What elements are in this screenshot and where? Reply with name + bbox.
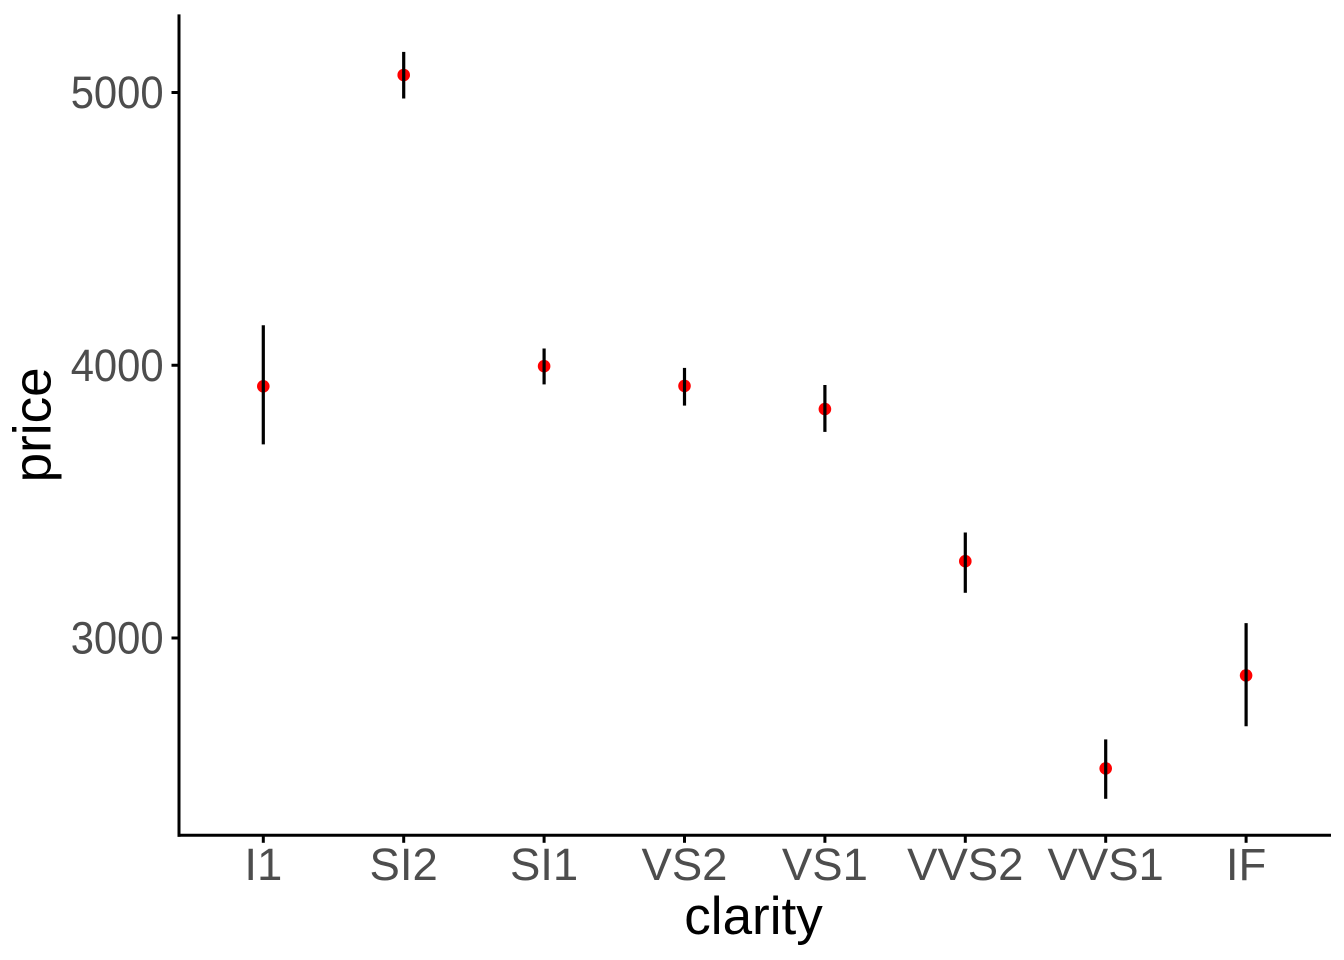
svg-text:VVS1: VVS1: [1048, 839, 1164, 890]
svg-text:SI2: SI2: [370, 839, 438, 890]
svg-text:VS1: VS1: [782, 839, 868, 890]
svg-text:3000: 3000: [71, 613, 164, 664]
svg-text:SI1: SI1: [510, 839, 578, 890]
svg-text:VS2: VS2: [641, 839, 727, 890]
svg-text:VVS2: VVS2: [907, 839, 1023, 890]
svg-text:5000: 5000: [71, 67, 164, 118]
svg-text:4000: 4000: [71, 340, 164, 391]
svg-text:IF: IF: [1226, 839, 1266, 890]
svg-text:I1: I1: [244, 839, 282, 890]
svg-text:clarity: clarity: [684, 887, 823, 946]
svg-text:price: price: [4, 367, 63, 482]
